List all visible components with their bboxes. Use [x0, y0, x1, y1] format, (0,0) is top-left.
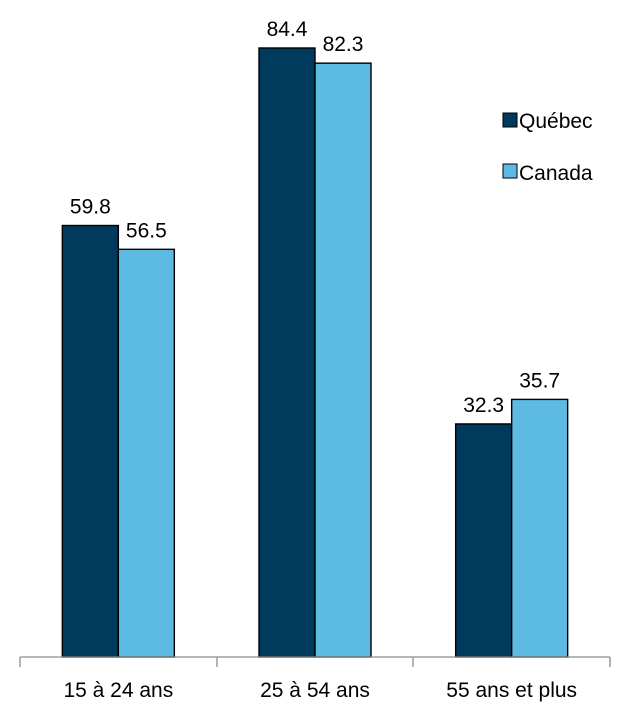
bar-canada-25-a-54-ans [314, 62, 372, 658]
x-tick-label-15-a-24-ans: 15 à 24 ans [63, 679, 173, 702]
data-labels-layer: 59.8 56.5 84.4 82.3 32.3 35.7 [70, 18, 560, 417]
legend-label-quebec: Québec [519, 110, 593, 133]
bar-quebec-15-a-24-ans [61, 224, 120, 658]
legend-swatch-canada [502, 163, 518, 179]
x-tick-label-55-ans-et-plus: 55 ans et plus [446, 679, 577, 702]
bar-canada-15-a-24-ans [117, 248, 176, 658]
x-axis-line [19, 656, 611, 667]
bar-quebec-55-ans-et-plus [454, 423, 513, 658]
data-label-quebec-55-ans-et-plus: 32.3 [463, 394, 504, 417]
legend-label-canada: Canada [519, 162, 593, 185]
bars-layer [61, 47, 569, 658]
data-label-canada-15-a-24-ans: 56.5 [126, 219, 167, 242]
data-label-quebec-25-a-54-ans: 84.4 [267, 18, 308, 41]
legend: Québec Canada [502, 110, 593, 185]
data-label-canada-55-ans-et-plus: 35.7 [519, 369, 560, 392]
x-tick-labels: 15 à 24 ans 25 à 54 ans 55 ans et plus [63, 679, 577, 702]
data-label-quebec-15-a-24-ans: 59.8 [70, 196, 111, 219]
data-label-canada-25-a-54-ans: 82.3 [323, 33, 364, 56]
bar-canada-55-ans-et-plus [510, 398, 569, 658]
x-tick-label-25-a-54-ans: 25 à 54 ans [260, 679, 370, 702]
legend-swatch-quebec [502, 112, 518, 128]
legend-item-canada: Canada [502, 162, 593, 185]
legend-item-quebec: Québec [502, 110, 593, 133]
bar-quebec-25-a-54-ans [258, 47, 316, 658]
